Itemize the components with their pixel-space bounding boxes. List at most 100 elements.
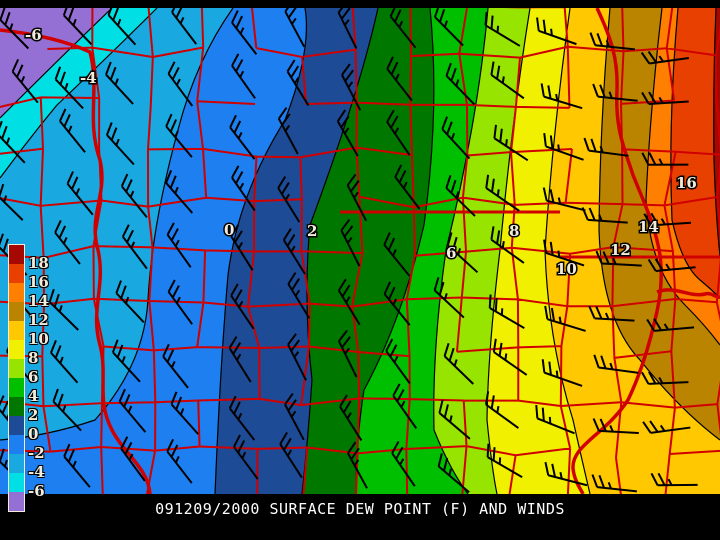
contour-value-label: 12 (610, 241, 631, 259)
wind-barb (383, 232, 411, 277)
contour-bands (0, 8, 720, 494)
wind-barb (66, 171, 94, 216)
legend-value-label: 2 (28, 406, 39, 424)
wind-barb (541, 359, 583, 387)
legend-color-swatch (9, 473, 24, 492)
wind-barb (581, 207, 628, 224)
legend-color-swatch (9, 492, 24, 511)
wind-barb (0, 120, 26, 164)
wind-barb (642, 420, 691, 434)
contour-labels: -6 -4 0 2 6 8 10 12 14 16 (24, 25, 699, 280)
wind-barb (492, 338, 528, 376)
wind-barb (167, 279, 193, 325)
wind-barb (277, 176, 301, 223)
state-borders (340, 210, 720, 259)
wind-barb (166, 222, 192, 268)
wind-barb (386, 109, 411, 156)
wind-barb (386, 56, 413, 102)
legend-color-swatch (9, 283, 24, 302)
wind-barb (641, 152, 689, 166)
wind-barb (647, 258, 696, 272)
wind-barb (0, 183, 24, 221)
legend-color-swatch (9, 340, 24, 359)
wind-barb (279, 432, 303, 479)
wind-barb (121, 224, 148, 270)
contour-value-label: 14 (638, 218, 659, 236)
wind-barb (441, 116, 471, 160)
wind-barb (640, 50, 690, 65)
wind-barb (485, 174, 520, 212)
contour-value-label: 6 (446, 244, 456, 262)
wind-barb (50, 339, 79, 384)
contour-value-label: -4 (80, 69, 97, 87)
wind-barb (593, 354, 639, 374)
wind-barb (52, 388, 82, 432)
wind-barb (438, 399, 471, 440)
wind-barb (445, 62, 476, 106)
wind-barb (445, 175, 476, 217)
legend-color-swatch (9, 245, 24, 264)
wind-barbs (0, 8, 698, 493)
wind-barb (170, 391, 199, 435)
wind-barb (544, 305, 586, 332)
legend-value-label: 18 (28, 254, 49, 272)
wind-barb (488, 294, 525, 329)
wind-barb (493, 124, 529, 162)
wind-barb (437, 453, 470, 493)
wind-barb (591, 474, 637, 493)
wind-barb (287, 333, 307, 381)
wind-barb (282, 228, 306, 275)
wind-barb (231, 165, 256, 212)
wind-barb (443, 343, 474, 385)
wind-barb (643, 212, 692, 227)
wind-barb (286, 59, 310, 107)
wind-barb (434, 8, 464, 47)
wind-barb (120, 173, 148, 219)
wind-barb (230, 283, 255, 330)
legend-color-swatch (9, 454, 24, 473)
wind-barb (284, 392, 305, 441)
wind-barb (446, 232, 479, 274)
map-title: 091209/2000 SURFACE DEW POINT (F) AND WI… (155, 500, 565, 518)
wind-barb (641, 91, 689, 106)
wind-barb (107, 8, 137, 46)
contour-value-label: 0 (224, 221, 234, 239)
legend-value-label: 6 (28, 368, 39, 386)
legend-value-label: 4 (28, 387, 39, 405)
wind-barb (231, 53, 256, 99)
contour-value-label: 8 (509, 222, 519, 240)
wind-barb (347, 441, 368, 489)
wind-barb (588, 305, 635, 322)
wind-barb (391, 440, 416, 487)
legend-color-swatch (9, 302, 24, 321)
wind-barb (162, 343, 189, 389)
wind-barb (389, 8, 417, 49)
wind-barb (646, 318, 695, 332)
wind-barb (115, 280, 145, 323)
wind-barb (544, 461, 588, 487)
wind-barb (338, 329, 358, 378)
wind-barb (536, 17, 577, 46)
wind-barb (535, 404, 575, 435)
contour-value-label: 16 (676, 174, 697, 192)
wind-barb (54, 66, 84, 110)
wind-barb (166, 438, 193, 484)
legend-color-swatch (9, 264, 24, 283)
wind-barb (233, 434, 259, 480)
wind-barb (592, 418, 639, 435)
wind-barb (337, 278, 361, 326)
legend-value-label: 10 (28, 330, 49, 348)
wind-barb (229, 114, 256, 160)
legend-value-label: 14 (28, 292, 49, 310)
legend-value-label: 12 (28, 311, 49, 329)
legend-color-swatch (9, 397, 24, 416)
wind-barb (120, 436, 146, 482)
wind-barb (165, 170, 194, 214)
wind-barb (231, 10, 258, 55)
wind-barb (433, 277, 465, 319)
wind-barb (542, 187, 586, 212)
wind-barb (540, 83, 583, 110)
wind-barb (485, 391, 519, 429)
